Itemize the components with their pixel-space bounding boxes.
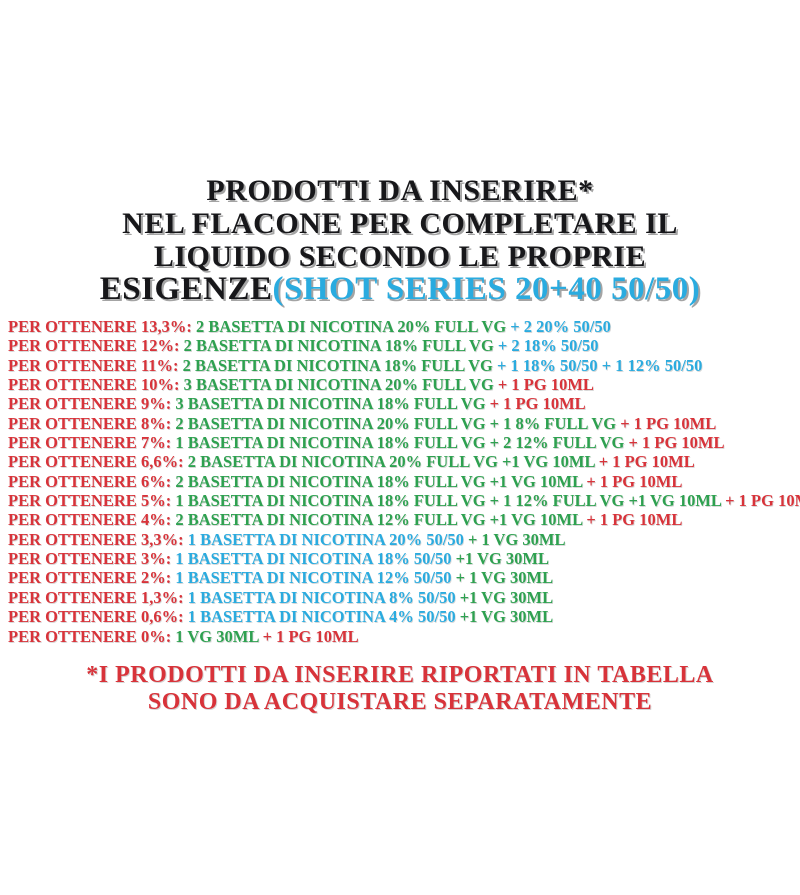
recipe-segment: + 1 PG 10ML (586, 471, 683, 491)
recipe-segment: + 1 PG 10ML (725, 491, 800, 511)
recipe-segment: 2 BASETTA DI NICOTINA 18% FULL VG +1 VG … (175, 471, 583, 491)
recipe-line: PER OTTENERE 0,6%: 1 BASETTA DI NICOTINA… (8, 607, 800, 626)
recipe-segment: 1 BASETTA DI NICOTINA 8% 50/50 (187, 587, 456, 607)
recipe-segment: 2 BASETTA DI NICOTINA 20% FULL VG +1 VG … (187, 452, 595, 472)
recipe-target-label: PER OTTENERE 11%: (8, 355, 179, 375)
recipe-segment: 1 VG 30ML (175, 626, 259, 646)
recipe-segment: 1 BASETTA DI NICOTINA 18% FULL VG + 1 12… (175, 491, 721, 511)
recipe-segment: + 1 PG 10ML (497, 375, 594, 395)
recipe-line: PER OTTENERE 10%: 3 BASETTA DI NICOTINA … (8, 375, 800, 394)
recipe-segment: 2 BASETTA DI NICOTINA 18% FULL VG (183, 336, 494, 356)
recipe-segment: 1 BASETTA DI NICOTINA 4% 50/50 (187, 607, 456, 627)
recipe-segment: 2 BASETTA DI NICOTINA 12% FULL VG +1 VG … (175, 510, 583, 530)
recipe-target-label: PER OTTENERE 3,3%: (8, 529, 184, 549)
recipe-segment: +1 VG 30ML (459, 607, 554, 627)
title-line-2: NEL FLACONE PER COMPLETARE IL (122, 207, 678, 240)
recipe-target-label: PER OTTENERE 5%: (8, 491, 172, 511)
title-esigenze-text: ESIGENZE (99, 271, 273, 307)
recipe-segment: + 1 VG 30ML (455, 568, 554, 588)
recipe-target-label: PER OTTENERE 8%: (8, 413, 172, 433)
recipe-segment: 1 BASETTA DI NICOTINA 20% 50/50 (187, 529, 464, 549)
recipe-target-label: PER OTTENERE 7%: (8, 433, 172, 453)
recipe-line: PER OTTENERE 9%: 3 BASETTA DI NICOTINA 1… (8, 394, 800, 413)
recipe-line: PER OTTENERE 12%: 2 BASETTA DI NICOTINA … (8, 336, 800, 355)
recipe-segment: 1 BASETTA DI NICOTINA 18% FULL VG + 2 12… (175, 433, 625, 453)
recipe-line: PER OTTENERE 4%: 2 BASETTA DI NICOTINA 1… (8, 510, 800, 529)
recipe-target-label: PER OTTENERE 12%: (8, 336, 180, 356)
recipe-segment: 2 BASETTA DI NICOTINA 20% FULL VG (195, 317, 507, 336)
recipe-segment: + 2 20% 50/50 (510, 317, 611, 336)
recipe-target-label: PER OTTENERE 2%: (8, 568, 172, 588)
footnote-line-1: *I PRODOTTI DA INSERIRE RIPORTATI IN TAB… (86, 662, 714, 688)
recipe-line: PER OTTENERE 8%: 2 BASETTA DI NICOTINA 2… (8, 414, 800, 433)
recipe-segment: + 1 VG 30ML (467, 529, 566, 549)
recipe-target-label: PER OTTENERE 13,3%: (8, 317, 192, 336)
recipe-segment: 3 BASETTA DI NICOTINA 20% FULL VG (183, 375, 494, 395)
recipe-line: PER OTTENERE 6%: 2 BASETTA DI NICOTINA 1… (8, 472, 800, 491)
recipe-line: PER OTTENERE 5%: 1 BASETTA DI NICOTINA 1… (8, 491, 800, 510)
recipe-segment: + 1 PG 10ML (628, 433, 725, 453)
recipe-target-label: PER OTTENERE 0,6%: (8, 607, 184, 627)
recipe-line: PER OTTENERE 1,3%: 1 BASETTA DI NICOTINA… (8, 588, 800, 607)
recipe-line: PER OTTENERE 6,6%: 2 BASETTA DI NICOTINA… (8, 452, 800, 471)
recipe-segment: + 1 PG 10ML (262, 626, 359, 646)
recipe-target-label: PER OTTENERE 10%: (8, 375, 180, 395)
recipe-line: PER OTTENERE 7%: 1 BASETTA DI NICOTINA 1… (8, 433, 800, 452)
recipe-target-label: PER OTTENERE 1,3%: (8, 587, 184, 607)
recipe-segment: 1 BASETTA DI NICOTINA 18% 50/50 (175, 549, 452, 569)
recipe-list: PER OTTENERE 13,3%: 2 BASETTA DI NICOTIN… (8, 317, 800, 646)
title-line-1: PRODOTTI DA INSERIRE* (206, 174, 594, 207)
recipe-target-label: PER OTTENERE 4%: (8, 510, 172, 530)
recipe-target-label: PER OTTENERE 6%: (8, 471, 172, 491)
recipe-segment: + 1 PG 10ML (489, 394, 586, 414)
footnote-line-2: SONO DA ACQUISTARE SEPARATAMENTE (147, 689, 653, 715)
recipe-segment: + 1 PG 10ML (598, 452, 695, 472)
recipe-target-label: PER OTTENERE 3%: (8, 549, 172, 569)
recipe-segment: 3 BASETTA DI NICOTINA 18% FULL VG (175, 394, 486, 414)
recipe-segment: + 1 18% 50/50 + 1 12% 50/50 (497, 355, 703, 375)
recipe-target-label: PER OTTENERE 0%: (8, 626, 172, 646)
recipe-segment: + 1 PG 10ML (620, 413, 717, 433)
recipe-line: PER OTTENERE 13,3%: 2 BASETTA DI NICOTIN… (8, 317, 800, 336)
recipe-line: PER OTTENERE 3,3%: 1 BASETTA DI NICOTINA… (8, 530, 800, 549)
footnote: *I PRODOTTI DA INSERIRE RIPORTATI IN TAB… (0, 662, 800, 716)
recipe-line: PER OTTENERE 11%: 2 BASETTA DI NICOTINA … (8, 356, 800, 375)
title-line-4: ESIGENZE(SHOT SERIES 20+40 50/50) (0, 273, 800, 306)
recipe-line: PER OTTENERE 0%: 1 VG 30ML + 1 PG 10ML (8, 627, 800, 646)
recipe-segment: 2 BASETTA DI NICOTINA 18% FULL VG (182, 355, 493, 375)
recipe-line: PER OTTENERE 3%: 1 BASETTA DI NICOTINA 1… (8, 549, 800, 568)
recipe-segment: +1 VG 30ML (459, 587, 554, 607)
recipe-target-label: PER OTTENERE 6,6%: (8, 452, 184, 472)
title-line-3: LIQUIDO SECONDO LE PROPRIE (153, 240, 647, 273)
recipe-segment: + 2 18% 50/50 (497, 336, 599, 356)
title-shot-series-text: (SHOT SERIES 20+40 50/50) (272, 271, 701, 307)
recipe-target-label: PER OTTENERE 9%: (8, 394, 172, 414)
recipe-segment: + 1 PG 10ML (586, 510, 683, 530)
recipe-line: PER OTTENERE 2%: 1 BASETTA DI NICOTINA 1… (8, 568, 800, 587)
recipe-segment: 2 BASETTA DI NICOTINA 20% FULL VG + 1 8%… (175, 413, 617, 433)
recipe-segment: +1 VG 30ML (455, 549, 550, 569)
recipe-segment: 1 BASETTA DI NICOTINA 12% 50/50 (175, 568, 452, 588)
title-block: PRODOTTI DA INSERIRE* NEL FLACONE PER CO… (0, 174, 800, 306)
